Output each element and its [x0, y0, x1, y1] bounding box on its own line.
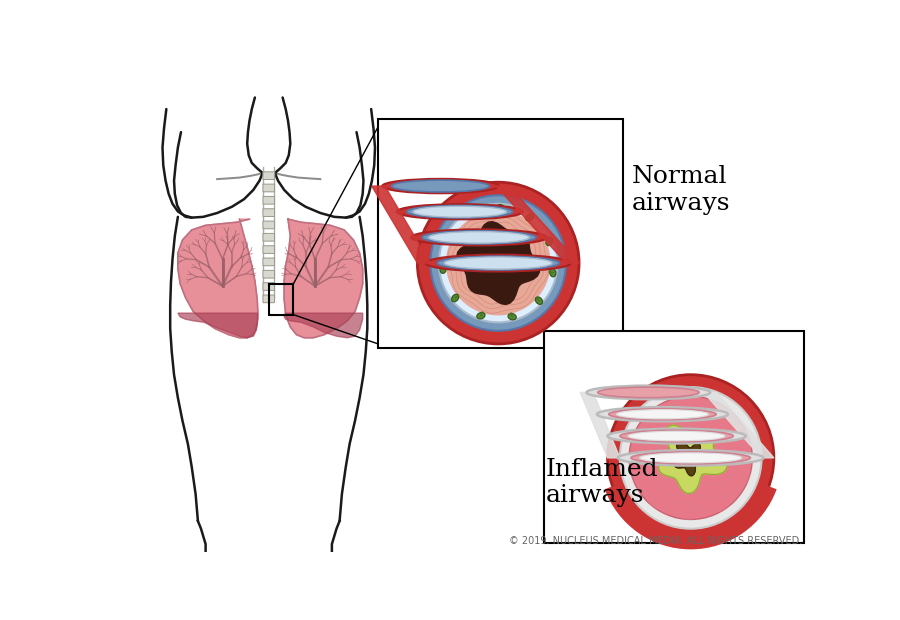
- Circle shape: [620, 387, 761, 529]
- Ellipse shape: [413, 206, 507, 217]
- Ellipse shape: [428, 232, 529, 243]
- Polygon shape: [704, 392, 774, 458]
- Ellipse shape: [411, 229, 547, 246]
- Ellipse shape: [616, 410, 708, 419]
- Polygon shape: [496, 186, 579, 263]
- Ellipse shape: [397, 204, 523, 219]
- Ellipse shape: [620, 430, 733, 442]
- Circle shape: [439, 204, 557, 322]
- Polygon shape: [372, 186, 430, 263]
- Polygon shape: [457, 222, 539, 304]
- Polygon shape: [178, 219, 258, 338]
- FancyBboxPatch shape: [263, 246, 274, 254]
- Polygon shape: [580, 392, 620, 458]
- Ellipse shape: [640, 453, 742, 463]
- Polygon shape: [674, 441, 711, 476]
- Ellipse shape: [618, 450, 763, 466]
- FancyBboxPatch shape: [263, 184, 274, 192]
- Text: Inflamed
airways: Inflamed airways: [546, 458, 659, 507]
- Ellipse shape: [407, 205, 513, 218]
- Ellipse shape: [426, 255, 571, 272]
- Ellipse shape: [382, 179, 499, 193]
- Ellipse shape: [608, 409, 716, 420]
- Ellipse shape: [452, 294, 459, 302]
- Ellipse shape: [477, 312, 485, 319]
- Circle shape: [608, 374, 774, 541]
- FancyBboxPatch shape: [263, 283, 274, 290]
- FancyBboxPatch shape: [263, 209, 274, 216]
- Ellipse shape: [466, 212, 473, 219]
- Polygon shape: [284, 219, 363, 338]
- FancyBboxPatch shape: [263, 197, 274, 204]
- Ellipse shape: [392, 180, 490, 192]
- FancyBboxPatch shape: [263, 295, 274, 303]
- Ellipse shape: [526, 214, 534, 221]
- Polygon shape: [284, 313, 363, 338]
- Ellipse shape: [508, 314, 517, 320]
- FancyBboxPatch shape: [263, 221, 274, 229]
- Ellipse shape: [440, 265, 446, 273]
- FancyBboxPatch shape: [263, 172, 274, 180]
- Ellipse shape: [422, 231, 536, 244]
- Text: © 2019. NUCLEUS MEDICAL MEDIA. ALL RIGHTS RESERVED.: © 2019. NUCLEUS MEDICAL MEDIA. ALL RIGHT…: [509, 536, 803, 546]
- Ellipse shape: [608, 428, 746, 443]
- Ellipse shape: [631, 452, 751, 464]
- Circle shape: [629, 396, 752, 520]
- Circle shape: [418, 182, 579, 344]
- Ellipse shape: [598, 387, 699, 397]
- Ellipse shape: [546, 237, 553, 246]
- FancyBboxPatch shape: [263, 270, 274, 278]
- Ellipse shape: [496, 205, 504, 211]
- Bar: [269, 284, 293, 314]
- Circle shape: [430, 195, 566, 331]
- Bar: [544, 331, 804, 542]
- Text: Normal
airways: Normal airways: [632, 165, 731, 215]
- Circle shape: [446, 211, 551, 316]
- Ellipse shape: [550, 268, 556, 277]
- FancyBboxPatch shape: [263, 233, 274, 241]
- Ellipse shape: [597, 407, 728, 422]
- Ellipse shape: [445, 257, 552, 269]
- Polygon shape: [659, 425, 727, 494]
- Ellipse shape: [446, 234, 452, 242]
- Bar: [378, 119, 623, 348]
- FancyBboxPatch shape: [263, 258, 274, 266]
- Polygon shape: [178, 313, 258, 338]
- Ellipse shape: [628, 432, 725, 441]
- Ellipse shape: [587, 386, 710, 399]
- Ellipse shape: [536, 297, 543, 304]
- Ellipse shape: [437, 256, 559, 270]
